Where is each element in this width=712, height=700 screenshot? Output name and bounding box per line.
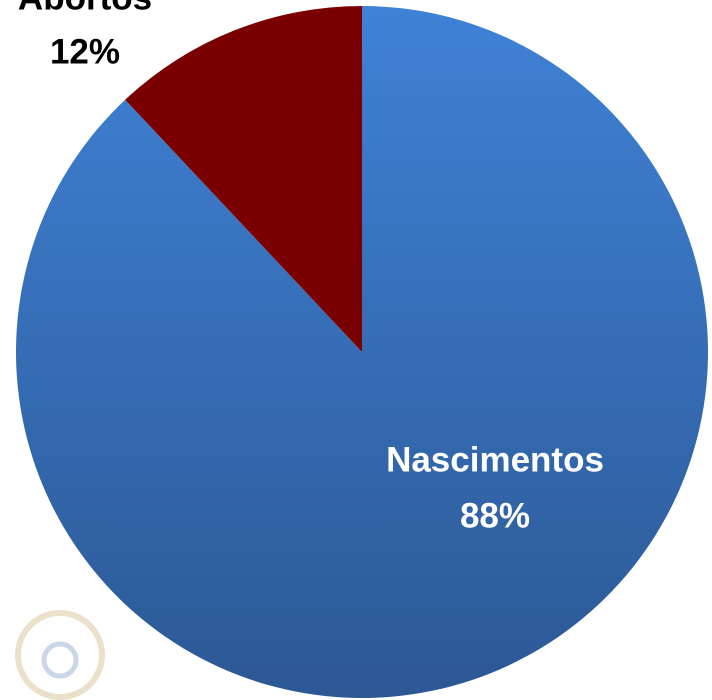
logo [15, 610, 105, 700]
value-label: 12% [50, 32, 120, 71]
value-label: 88% [460, 496, 530, 535]
pie-slice [15, 6, 708, 699]
pie [15, 6, 708, 699]
slice-label: Nascimentos [386, 440, 604, 479]
labels: Nascimentos 88% Abortos 12% [18, 0, 604, 535]
slice-label: Abortos [18, 0, 152, 17]
pie-slice [125, 6, 362, 352]
